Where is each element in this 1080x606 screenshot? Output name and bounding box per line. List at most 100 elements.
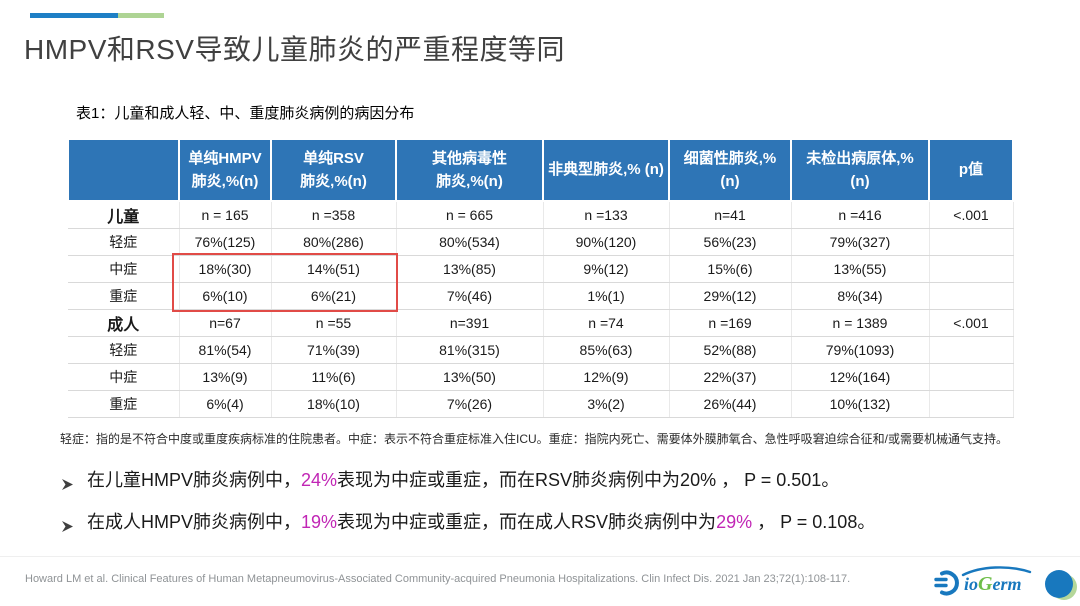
bullet-arrow-icon bbox=[62, 515, 75, 539]
data-cell: 12%(9) bbox=[543, 363, 670, 391]
table-row: 中症 18%(30) 14%(51) 13%(85) 9%(12) 15%(6) 13%(5… bbox=[68, 255, 1014, 283]
data-cell bbox=[929, 363, 1014, 391]
data-cell: 8%(34) bbox=[791, 282, 930, 310]
data-cell bbox=[929, 336, 1014, 364]
data-cell bbox=[929, 255, 1014, 283]
table-row: 中症 13%(9) 11%(6) 13%(50) 12%(9) 22%(37) 12%(16… bbox=[68, 363, 1014, 391]
data-cell: 81%(54) bbox=[179, 336, 272, 364]
data-cell: <.001 bbox=[929, 309, 1014, 337]
logo-b-icon bbox=[933, 568, 963, 603]
data-cell: 56%(23) bbox=[669, 228, 792, 256]
pneumonia-table: 单纯HMPV 肺炎,%(n) 单纯RSV 肺炎,%(n) 其他病毒性 肺炎,%(… bbox=[67, 138, 1014, 418]
data-cell: 79%(1093) bbox=[791, 336, 930, 364]
data-cell: 1%(1) bbox=[543, 282, 670, 310]
data-cell: 13%(55) bbox=[791, 255, 930, 283]
data-cell: n =74 bbox=[543, 309, 670, 337]
bullet-text: 在成人HMPV肺炎病例中，19%表现为中症或重症，而在成人RSV肺炎病例中为29… bbox=[87, 510, 875, 534]
bullet-text: 在儿童HMPV肺炎病例中，24%表现为中症或重症，而在RSV肺炎病例中为20% … bbox=[87, 468, 839, 492]
data-cell: 10%(132) bbox=[791, 390, 930, 418]
table-body: 儿童 n = 165 n =358 n = 665 n =133 n=41 n =416 <.… bbox=[68, 201, 1014, 418]
table-row: 重症 6%(10) 6%(21) 7%(46) 1%(1) 29%(12) 8%(34) bbox=[68, 282, 1014, 310]
data-cell bbox=[929, 390, 1014, 418]
table-caption: 表1：儿童和成人轻、中、重度肺炎病例的病因分布 bbox=[76, 105, 415, 122]
data-cell: 18%(10) bbox=[271, 390, 397, 418]
biogerm-logo: ioGerm bbox=[933, 564, 1043, 600]
data-cell: 13%(50) bbox=[396, 363, 544, 391]
bullet-list: 在儿童HMPV肺炎病例中，24%表现为中症或重症，而在RSV肺炎病例中为20% … bbox=[62, 468, 1052, 553]
row-label-cell: 中症 bbox=[68, 363, 180, 391]
highlight-percent: 24% bbox=[301, 470, 338, 490]
data-cell: 7%(46) bbox=[396, 282, 544, 310]
table-row: 轻症 76%(125) 80%(286) 80%(534) 90%(120) 56%(23… bbox=[68, 228, 1014, 256]
data-cell: 79%(327) bbox=[791, 228, 930, 256]
row-label-cell: 轻症 bbox=[68, 228, 180, 256]
data-cell: n=67 bbox=[179, 309, 272, 337]
bullet-item-adults: 在成人HMPV肺炎病例中，19%表现为中症或重症，而在成人RSV肺炎病例中为29… bbox=[62, 510, 1052, 539]
data-cell: 6%(21) bbox=[271, 282, 397, 310]
data-cell: 3%(2) bbox=[543, 390, 670, 418]
table-row: 轻症 81%(54) 71%(39) 81%(315) 85%(63) 52%(88) 79… bbox=[68, 336, 1014, 364]
bullet-arrow-icon bbox=[62, 473, 75, 497]
data-cell: 29%(12) bbox=[669, 282, 792, 310]
data-cell: 7%(26) bbox=[396, 390, 544, 418]
logo-text-io: io bbox=[964, 574, 979, 594]
top-accent-bar-green bbox=[118, 13, 164, 18]
data-cell: n = 165 bbox=[179, 201, 272, 229]
header-cell-other-viral: 其他病毒性 肺炎,%(n) bbox=[395, 138, 544, 202]
table-row: 儿童 n = 165 n =358 n = 665 n =133 n=41 n =416 <.… bbox=[68, 201, 1014, 229]
data-cell: 13%(9) bbox=[179, 363, 272, 391]
logo-swoosh-icon bbox=[961, 564, 1033, 582]
header-cell-atypical: 非典型肺炎,% (n) bbox=[542, 138, 670, 202]
row-label-cell: 轻症 bbox=[68, 336, 180, 364]
header-cell-bacterial: 细菌性肺炎,% (n) bbox=[668, 138, 792, 202]
data-cell: 14%(51) bbox=[271, 255, 397, 283]
data-cell: 15%(6) bbox=[669, 255, 792, 283]
row-label-cell: 中症 bbox=[68, 255, 180, 283]
data-cell: n=41 bbox=[669, 201, 792, 229]
header-cell-empty bbox=[67, 138, 180, 202]
data-cell: n =55 bbox=[271, 309, 397, 337]
highlight-percent: 29% bbox=[716, 512, 753, 533]
slide-title: HMPV和RSV导致儿童肺炎的严重程度等同 bbox=[24, 34, 565, 65]
data-cell: 71%(39) bbox=[271, 336, 397, 364]
data-cell: <.001 bbox=[929, 201, 1014, 229]
row-label-cell: 成人 bbox=[68, 309, 180, 337]
bullet-item-children: 在儿童HMPV肺炎病例中，24%表现为中症或重症，而在RSV肺炎病例中为20% … bbox=[62, 468, 1052, 497]
data-cell: 9%(12) bbox=[543, 255, 670, 283]
logo-text: ioGerm bbox=[964, 573, 1021, 596]
citation: Howard LM et al. Clinical Features of Hu… bbox=[25, 573, 851, 585]
data-cell: 90%(120) bbox=[543, 228, 670, 256]
logo-text-erm: erm bbox=[992, 574, 1022, 594]
header-cell-hmpv: 单纯HMPV 肺炎,%(n) bbox=[178, 138, 272, 202]
footer-divider bbox=[0, 556, 1080, 557]
table-row: 成人 n=67 n =55 n=391 n =74 n =169 n = 1389 <.001 bbox=[68, 309, 1014, 337]
table-header: 单纯HMPV 肺炎,%(n) 单纯RSV 肺炎,%(n) 其他病毒性 肺炎,%(… bbox=[67, 138, 1014, 202]
row-label-cell: 儿童 bbox=[68, 201, 180, 229]
logo-dot-blue-icon bbox=[1045, 570, 1073, 598]
data-cell: 18%(30) bbox=[179, 255, 272, 283]
top-accent-bar-blue bbox=[30, 13, 118, 18]
data-cell: 12%(164) bbox=[791, 363, 930, 391]
data-cell: 6%(4) bbox=[179, 390, 272, 418]
data-cell: n=391 bbox=[396, 309, 544, 337]
header-cell-rsv: 单纯RSV 肺炎,%(n) bbox=[270, 138, 397, 202]
data-cell: n =169 bbox=[669, 309, 792, 337]
bullet-text-pre: 在成人HMPV肺炎病例中， bbox=[87, 512, 302, 533]
footnote: 轻症：指的是不符合中度或重度疾病标准的住院患者。中症：表示不符合重症标准入住IC… bbox=[60, 432, 1009, 446]
data-cell: 52%(88) bbox=[669, 336, 792, 364]
data-cell: 76%(125) bbox=[179, 228, 272, 256]
data-cell: 26%(44) bbox=[669, 390, 792, 418]
data-cell: 13%(85) bbox=[396, 255, 544, 283]
data-cell bbox=[929, 228, 1014, 256]
header-cell-pvalue: p值 bbox=[928, 138, 1014, 202]
data-cell: n =358 bbox=[271, 201, 397, 229]
data-cell: n = 1389 bbox=[791, 309, 930, 337]
logo-text-g: G bbox=[978, 573, 993, 595]
bullet-text-post: 表现为中症或重症，而在RSV肺炎病例中为20% ， P = 0.501。 bbox=[337, 470, 840, 490]
row-label-cell: 重症 bbox=[68, 390, 180, 418]
data-cell: 22%(37) bbox=[669, 363, 792, 391]
bullet-text-pre: 在儿童HMPV肺炎病例中， bbox=[87, 470, 302, 490]
highlight-percent: 19% bbox=[301, 512, 338, 533]
data-cell: n = 665 bbox=[396, 201, 544, 229]
